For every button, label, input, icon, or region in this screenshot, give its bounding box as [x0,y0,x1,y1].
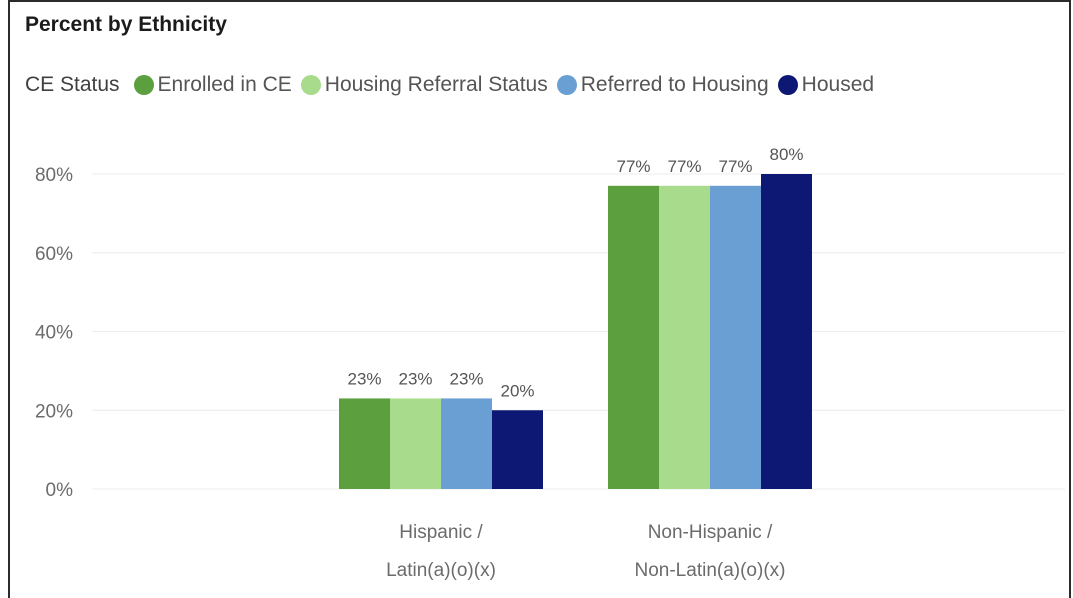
legend-label-housed: Housed [801,73,875,96]
legend-item-referred[interactable]: Referred to Housing [556,73,769,97]
y-tick-label: 60% [35,244,73,265]
bar [761,174,812,489]
legend-item-referral-status[interactable]: Housing Referral Status [300,73,548,97]
y-tick-label: 0% [46,480,74,501]
legend-label-enrolled: Enrolled in CE [157,73,292,96]
x-category-label: Non-Latin(a)(o)(x) [635,560,786,581]
y-tick-label: 20% [35,401,73,422]
legend-item-enrolled[interactable]: Enrolled in CE [133,73,292,97]
data-label: 77% [667,157,701,176]
bar [608,185,659,489]
bar [441,398,492,489]
legend-item-housed[interactable]: Housed [777,73,875,97]
bar [339,398,390,489]
bar [492,410,543,489]
chart-frame [8,0,1071,598]
data-label: 23% [449,369,483,388]
chart-title: Percent by Ethnicity [25,13,227,36]
y-tick-label: 80% [35,165,73,186]
x-category-label: Hispanic / [399,522,483,543]
data-label: 23% [398,369,432,388]
data-label: 77% [718,157,752,176]
x-category-label: Latin(a)(o)(x) [386,560,496,581]
data-label: 23% [347,369,381,388]
legend: CE Status Enrolled in CE Housing Referra… [25,70,883,100]
data-label: 77% [616,157,650,176]
bar [390,398,441,489]
bar [710,185,761,489]
x-category-label: Non-Hispanic / [648,522,773,543]
legend-dot-enrolled [133,75,154,95]
data-label: 20% [500,381,534,400]
legend-label-referral-status: Housing Referral Status [324,73,548,96]
bar [659,185,710,489]
legend-dot-referred [556,75,577,95]
y-tick-label: 40% [35,323,73,344]
legend-dot-referral-status [300,75,321,95]
legend-title: CE Status [25,73,120,96]
legend-dot-housed [777,75,798,95]
legend-label-referred: Referred to Housing [580,73,769,96]
data-label: 80% [769,145,803,164]
